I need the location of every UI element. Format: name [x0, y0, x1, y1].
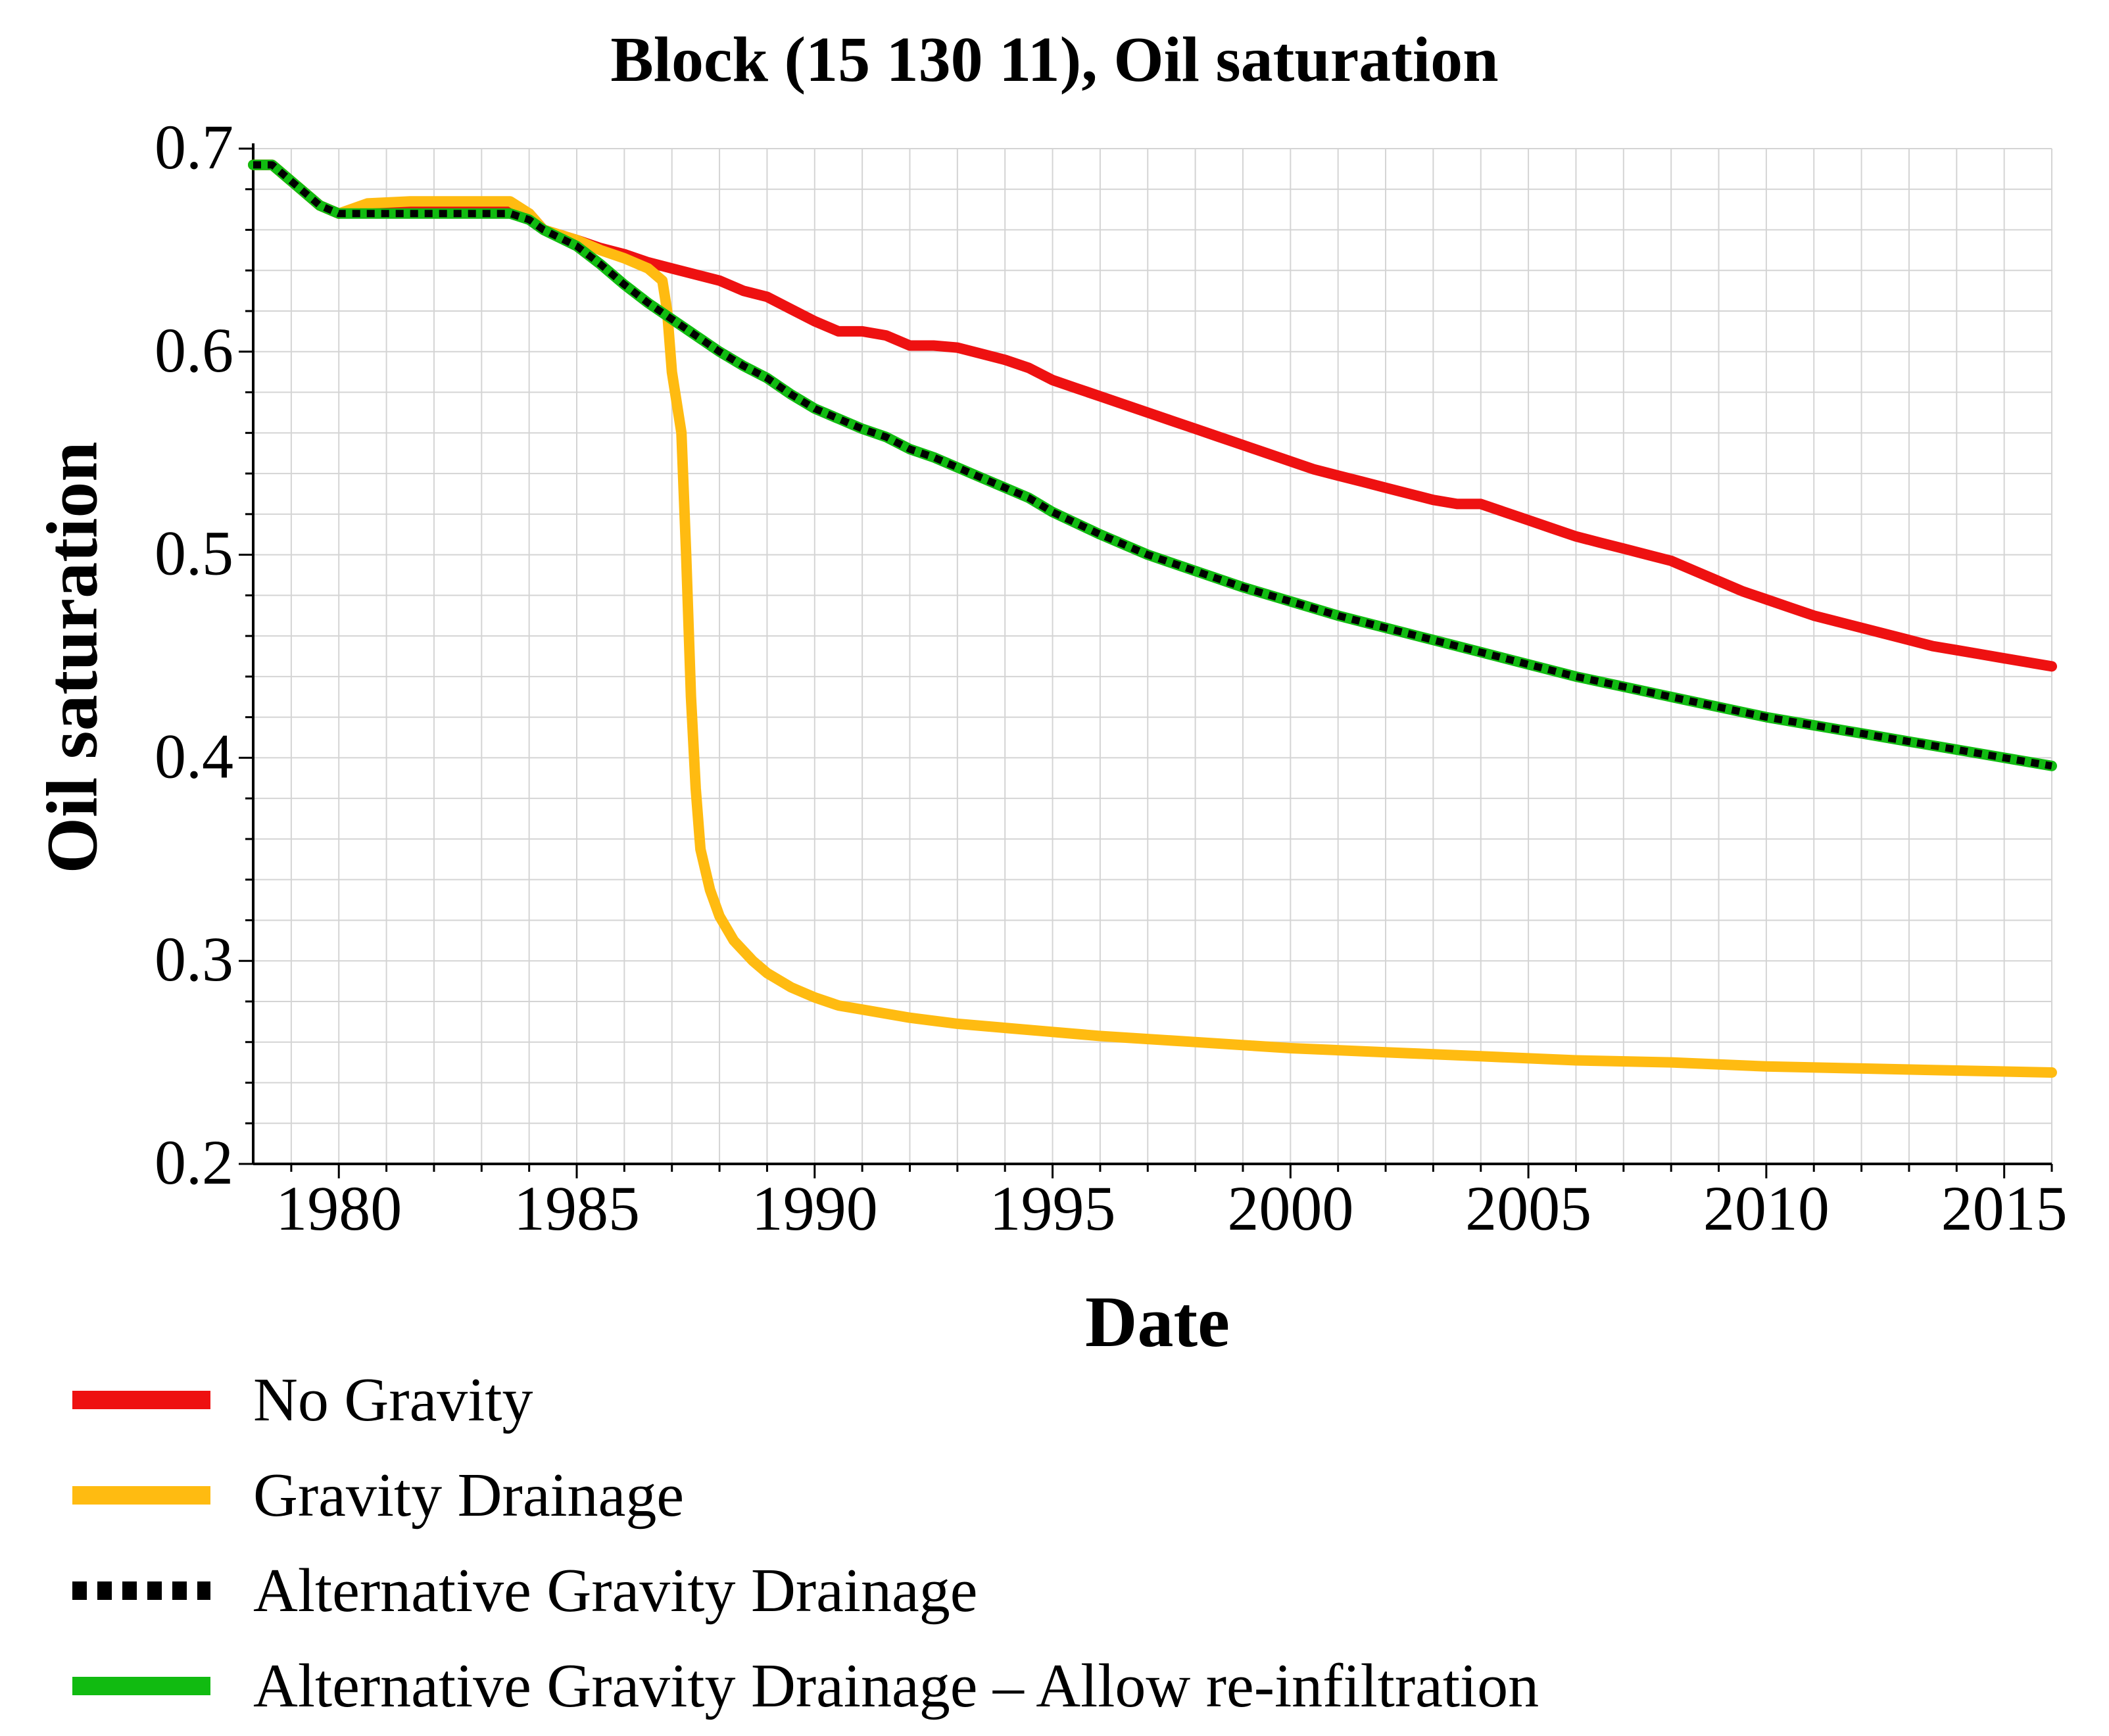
legend-item-alternative-gravity-drainage[interactable]: Alternative Gravity Drainage [0, 1552, 1907, 1637]
x-tick-label: 2015 [1941, 1173, 2068, 1243]
y-tick-label: 0.3 [155, 924, 233, 994]
legend-item-alternative-reinfiltration[interactable]: Alternative Gravity Drainage – Allow re-… [0, 1647, 1907, 1733]
series-line-alternative-gravity-drainage [253, 161, 2052, 770]
legend-swatch-alternative-reinfiltration [72, 1677, 210, 1695]
x-tick-label: 1985 [514, 1173, 640, 1243]
y-tick-label: 0.6 [155, 315, 233, 385]
legend-label-gravity-drainage: Gravity Drainage [253, 1461, 685, 1530]
series-line-gravity-drainage [248, 159, 2057, 1078]
legend-label-alternative-gravity-drainage: Alternative Gravity Drainage [253, 1556, 978, 1625]
y-tick-label: 0.7 [155, 112, 233, 182]
x-tick-label: 1980 [276, 1173, 402, 1243]
x-tick-label: 2000 [1227, 1173, 1353, 1243]
legend-label-no-gravity: No Gravity [253, 1366, 533, 1434]
x-tick-label: 1990 [752, 1173, 878, 1243]
y-tick-label: 0.4 [155, 721, 233, 791]
legend-swatch-alternative-gravity-drainage [72, 1581, 210, 1600]
x-tick-label: 2005 [1465, 1173, 1591, 1243]
x-tick-label: 1995 [990, 1173, 1116, 1243]
legend-label-alternative-reinfiltration: Alternative Gravity Drainage – Allow re-… [253, 1652, 1539, 1720]
y-tick-label: 0.5 [155, 518, 233, 589]
y-tick-label: 0.2 [155, 1127, 233, 1197]
legend-swatch-no-gravity [72, 1391, 210, 1409]
legend-swatch-gravity-drainage [72, 1486, 210, 1505]
chart-title: Block (15 130 11), Oil saturation [610, 24, 1499, 95]
x-axis-label: Date [1085, 1282, 1230, 1362]
legend-item-gravity-drainage[interactable]: Gravity Drainage [0, 1457, 1907, 1542]
x-tick-label: 2010 [1703, 1173, 1830, 1243]
legend-item-no-gravity[interactable]: No Gravity [0, 1361, 1907, 1447]
